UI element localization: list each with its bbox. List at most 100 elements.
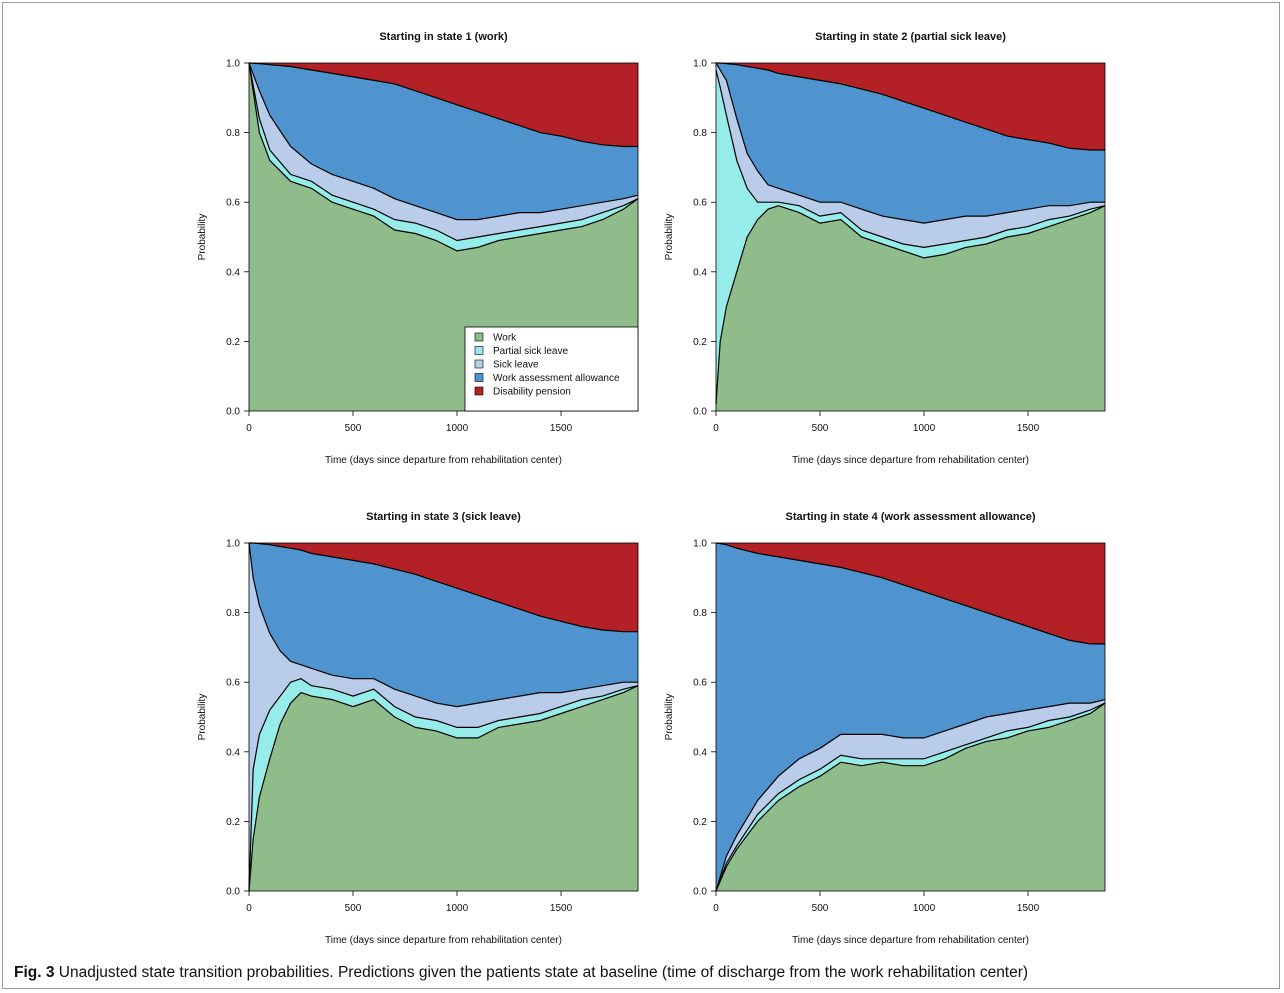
panel-2-band-disability-pension bbox=[716, 63, 1105, 150]
figure-caption: Fig. 3 Unadjusted state transition proba… bbox=[14, 964, 1276, 982]
legend-swatch-3 bbox=[474, 359, 484, 369]
panel-3-ytick-label: 0.4 bbox=[226, 747, 240, 758]
panel-1-boundary-3 bbox=[248, 62, 639, 221]
panel-2-xtick-label: 1000 bbox=[913, 423, 936, 434]
legend-box bbox=[464, 326, 639, 412]
legend-swatch-5 bbox=[474, 386, 484, 396]
panel-1-band-work-assessment-allowance bbox=[249, 63, 638, 220]
panel-2-xlabel: Time (days since departure from rehabili… bbox=[792, 455, 1029, 466]
panel-1-plot-frame bbox=[248, 62, 639, 412]
panel-3-boundary-2 bbox=[248, 678, 639, 892]
panel-1-band-disability-pension bbox=[249, 63, 638, 147]
panel-2-ytick-label: 0.8 bbox=[693, 128, 707, 139]
panel-3-boundary-4 bbox=[249, 542, 638, 633]
panel-3-ytick-label: 0.6 bbox=[226, 678, 240, 689]
panel-4-band-work-assessment-allowance bbox=[716, 543, 1105, 891]
panel-3-ytick-label: 1.0 bbox=[226, 539, 240, 550]
panel-2-ytick-label: 0.0 bbox=[693, 407, 707, 418]
panel-4-boundary-1 bbox=[715, 702, 1106, 892]
panel-4-xtick-label: 1000 bbox=[913, 903, 936, 914]
panel-2: 0.0 0.2 0.4 0.6 0.8 1.0 0 500 1000 1500 Starting i… bbox=[664, 31, 1106, 466]
panel-3-band-partial-sick-leave bbox=[249, 678, 638, 891]
panel-1-boundary-4 bbox=[248, 62, 638, 148]
panel-1-ytick-label: 1.0 bbox=[226, 59, 240, 70]
panel-3-xlabel: Time (days since departure from rehabili… bbox=[325, 935, 562, 946]
legend-entry-1: Work bbox=[493, 333, 517, 344]
panel-1-ytick-label: 0.8 bbox=[226, 128, 240, 139]
panel-4-xtick-label: 0 bbox=[713, 903, 719, 914]
panel-2-boundary-2 bbox=[715, 69, 1106, 249]
panel-1: 0.0 0.2 0.4 0.6 0.8 1.0 0 500 1000 1500 Starting i… bbox=[197, 31, 639, 466]
panel-1-boundary-2 bbox=[248, 62, 639, 242]
panel-2-ylabel: Probability bbox=[664, 214, 675, 261]
panel-2-xtick-label: 1500 bbox=[1017, 423, 1040, 434]
panel-4-xlabel: Time (days since departure from rehabili… bbox=[792, 935, 1029, 946]
panel-1-xtick-label: 500 bbox=[345, 423, 362, 434]
panel-1-title: Starting in state 1 (work) bbox=[379, 31, 508, 43]
panel-3-xtick-label: 0 bbox=[246, 903, 252, 914]
legend-swatch-2 bbox=[474, 346, 484, 355]
panel-3-xtick-label: 1500 bbox=[550, 903, 573, 914]
panel-1-ytick-label: 0.6 bbox=[226, 198, 240, 209]
panel-3-band-sick-leave bbox=[249, 543, 638, 891]
legend-entry-2: Partial sick leave bbox=[493, 346, 568, 357]
panel-2-boundary-4 bbox=[716, 62, 1105, 151]
legend-entry-4: Work assessment allowance bbox=[493, 373, 620, 384]
panel-1-xlabel: Time (days since departure from rehabili… bbox=[325, 455, 562, 466]
panel-2-xtick-label: 500 bbox=[812, 423, 829, 434]
panel-3-ytick-label: 0.2 bbox=[226, 817, 240, 828]
figure-canvas: 0.0 0.2 0.4 0.6 0.8 1.0 0 500 1000 1500 Starting i… bbox=[197, 31, 1106, 946]
panel-1-ytick-label: 0.4 bbox=[226, 267, 240, 278]
panel-2-ytick-label: 0.4 bbox=[693, 267, 707, 278]
panel-3-band-disability-pension bbox=[249, 543, 638, 632]
panel-1-band-work bbox=[249, 63, 638, 411]
figure-caption-text: Unadjusted state transition probabilitie… bbox=[58, 964, 1029, 981]
panel-3-ylabel: Probability bbox=[197, 694, 208, 741]
panel-4-boundary-2 bbox=[715, 702, 1106, 892]
panel-3-title: Starting in state 3 (sick leave) bbox=[366, 511, 521, 523]
panel-1-band-partial-sick-leave bbox=[249, 63, 638, 251]
panel-4-xtick-label: 1500 bbox=[1017, 903, 1040, 914]
panel-1-band-sick-leave bbox=[249, 63, 638, 241]
panel-4-ylabel: Probability bbox=[664, 694, 675, 741]
panel-2-band-sick-leave bbox=[716, 63, 1105, 248]
legend-swatch-1 bbox=[474, 332, 484, 342]
legend: Work Partial sick leave Sick leave Work ass… bbox=[464, 326, 639, 412]
panel-2-ytick-label: 1.0 bbox=[693, 59, 707, 70]
panel-3-band-work bbox=[249, 685, 638, 891]
panel-4-boundary-3 bbox=[715, 699, 1106, 892]
panel-4-ytick-label: 1.0 bbox=[693, 539, 707, 550]
panel-4-plot-frame bbox=[715, 542, 1106, 892]
panel-3-xtick-label: 1000 bbox=[446, 903, 469, 914]
panel-1-xtick-label: 1000 bbox=[446, 423, 469, 434]
panel-2-ytick-label: 0.2 bbox=[693, 337, 707, 348]
panel-4-title: Starting in state 4 (work assessment all… bbox=[785, 511, 1035, 523]
panel-4: 0.0 0.2 0.4 0.6 0.8 1.0 0 500 1000 1500 Starting i… bbox=[664, 511, 1106, 946]
panel-3-boundary-1 bbox=[248, 685, 639, 892]
panel-2-title: Starting in state 2 (partial sick leave) bbox=[815, 31, 1006, 43]
figure-label: Fig. 3 bbox=[14, 964, 55, 981]
panel-1-ylabel: Probability bbox=[197, 214, 208, 261]
panel-3: 0.0 0.2 0.4 0.6 0.8 1.0 0 500 1000 1500 Starting i… bbox=[197, 511, 639, 946]
panel-2-ytick-label: 0.6 bbox=[693, 198, 707, 209]
panel-3-plot-frame bbox=[248, 542, 639, 892]
legend-entry-3: Sick leave bbox=[493, 360, 539, 371]
panel-2-plot-frame bbox=[715, 62, 1106, 412]
panel-4-ytick-label: 0.2 bbox=[693, 817, 707, 828]
panel-2-boundary-3 bbox=[715, 62, 1105, 224]
panel-4-ytick-label: 0.4 bbox=[693, 747, 707, 758]
panel-4-boundary-4 bbox=[715, 542, 1105, 645]
panel-4-ytick-label: 0.0 bbox=[693, 887, 707, 898]
panel-1-xtick-label: 1500 bbox=[550, 423, 573, 434]
panel-2-band-work bbox=[716, 205, 1105, 411]
panel-3-boundary-3 bbox=[248, 542, 638, 708]
panel-1-boundary-1 bbox=[248, 62, 639, 252]
legend-entry-5: Disability pension bbox=[493, 387, 571, 398]
panel-3-band-work-assessment-allowance bbox=[249, 543, 638, 707]
panel-2-xtick-label: 0 bbox=[713, 423, 719, 434]
legend-swatch-4 bbox=[474, 373, 484, 382]
panel-2-boundary-1 bbox=[715, 205, 1106, 405]
panel-4-ytick-label: 0.8 bbox=[693, 608, 707, 619]
panel-4-xtick-label: 500 bbox=[812, 903, 829, 914]
panel-1-ytick-label: 0.0 bbox=[226, 407, 240, 418]
